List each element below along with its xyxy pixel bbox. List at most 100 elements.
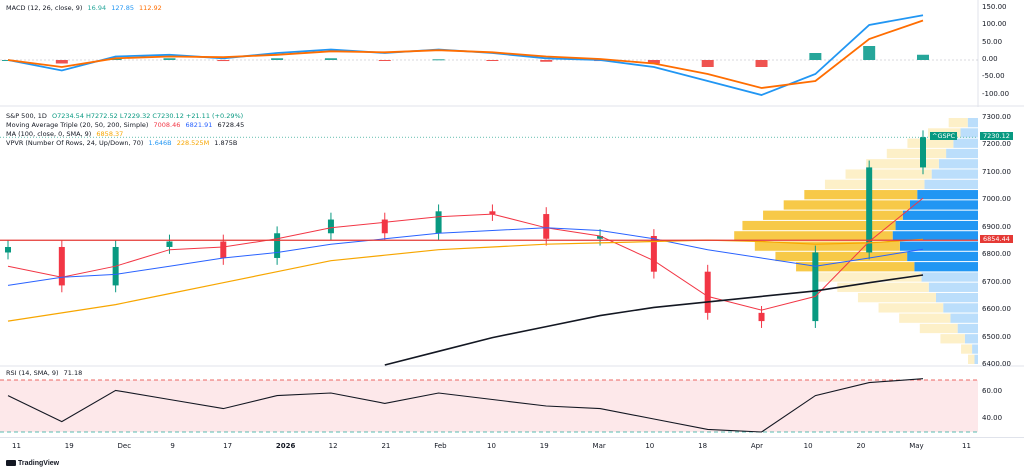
ma-100-line: [7, 238, 924, 322]
candle-body: [543, 214, 550, 239]
vpvr-down-bar: [763, 210, 903, 220]
macd-hist-bar: [755, 60, 768, 67]
macd-hist-bar: [378, 60, 391, 61]
vpvr-up-bar: [960, 128, 978, 138]
vpvr-up-bar: [892, 231, 978, 241]
vpvr-up-bar: [895, 220, 978, 231]
vpvr-down-bar: [866, 159, 939, 169]
vpvr-down-bar: [940, 334, 965, 344]
rsi-tick: 60.00: [982, 387, 1003, 395]
vpvr-down-bar: [775, 251, 908, 262]
vpvr-down-bar: [837, 282, 929, 292]
mat-value-200: 6728.45: [217, 121, 245, 129]
price-tick: 6400.00: [982, 360, 1011, 368]
tradingview-logo-icon: [6, 460, 16, 467]
price-tick: 6700.00: [982, 277, 1011, 286]
vpvr-label: VPVR (Number Of Rows, 24, Up/Down, 70): [6, 139, 144, 147]
branding-text: TradingView: [18, 460, 60, 467]
ma-label: MA (100, close, 0, SMA, 9): [6, 130, 92, 138]
time-tick: 11: [962, 442, 971, 450]
macd-line-value: 127.85: [111, 4, 134, 12]
vpvr-up-bar: [931, 169, 978, 179]
vpvr-down-bar: [961, 344, 973, 354]
price-tick: 7300.00: [982, 113, 1011, 121]
macd-svg: [0, 0, 1024, 107]
rsi-line: [7, 378, 924, 433]
symbol-tag-text: ^GSPC: [932, 132, 956, 141]
vpvr-down-bar: [816, 272, 922, 282]
time-tick: Mar: [592, 442, 606, 450]
time-tick: 18: [698, 442, 708, 450]
vpvr-down-bar: [968, 354, 975, 364]
macd-hist-bar: [647, 60, 660, 64]
vpvr-up: 1.646B: [148, 139, 172, 147]
vpvr-down-bar: [796, 262, 915, 272]
time-tick: 21: [381, 442, 391, 450]
macd-hist-bar: [324, 58, 337, 60]
price-tick: 6500.00: [982, 332, 1011, 341]
macd-pane[interactable]: MACD (12, 26, close, 9) 16.94 127.85 112…: [0, 0, 1024, 107]
last-price-text: 7230.12: [983, 132, 1010, 141]
vpvr-up-bar: [921, 272, 978, 282]
macd-label: MACD (12, 26, close, 9): [6, 4, 83, 12]
time-tick: 11: [12, 442, 21, 450]
macd-hist-bar: [809, 53, 822, 60]
time-tick: 10: [803, 442, 813, 450]
vpvr-down-bar: [804, 190, 918, 200]
vpvr-up-bar: [953, 138, 978, 148]
tradingview-logo: TradingView: [6, 460, 59, 467]
candle-body: [704, 271, 711, 313]
vpvr-up-bar: [902, 210, 978, 220]
vpvr-up-bar: [946, 148, 978, 159]
candle-body: [489, 211, 496, 215]
volume-profile: [734, 118, 978, 364]
rsi-value: 71.18: [63, 369, 83, 377]
vpvr-up-bar: [967, 118, 978, 128]
vpvr-down-bar: [742, 220, 896, 231]
vpvr-up-bar: [974, 354, 978, 364]
vpvr-up-bar: [907, 251, 978, 262]
price-pane[interactable]: S&P 500, 1D O7234.54 H7272.52 L7229.32 C…: [0, 107, 1024, 368]
macd-hist-bar: [863, 46, 876, 60]
vpvr-up-bar: [914, 262, 978, 272]
price-legend: S&P 500, 1D O7234.54 H7272.52 L7229.32 C…: [6, 112, 247, 148]
macd-signal-line: [7, 19, 924, 89]
time-axis[interactable]: 11 19 Dec 9 17 2026 12 21 Feb 10 19 Mar 10 18 Apr 10 20 M…: [0, 437, 1024, 458]
price-tick: 6800.00: [982, 250, 1011, 259]
candles: [5, 130, 926, 328]
vpvr-down-bar: [783, 200, 910, 210]
symbol-tag: ^GSPC: [930, 132, 958, 141]
time-tick: 9: [170, 442, 175, 450]
vpvr-up-bar: [935, 292, 978, 303]
candle-body: [650, 236, 657, 272]
vpvr-up-bar: [938, 159, 978, 169]
ma-50-line: [7, 227, 924, 286]
vpvr-up-bar: [917, 190, 978, 200]
candle-body: [327, 219, 334, 234]
candle-body: [274, 233, 281, 258]
macd-tick: -100.00: [982, 90, 1010, 98]
price-svg: [0, 118, 1024, 367]
candle-body: [166, 241, 173, 247]
rsi-label: RSI (14, SMA, 9): [6, 369, 59, 377]
rsi-pane[interactable]: RSI (14, SMA, 9) 71.18 60.00 40.00: [0, 367, 1024, 437]
price-tick: 6600.00: [982, 305, 1011, 314]
vpvr-down-bar: [754, 241, 900, 251]
time-tick: 17: [223, 442, 233, 450]
macd-hist-value: 16.94: [87, 4, 107, 12]
time-tick: Apr: [750, 442, 763, 450]
vpvr-down-bar: [824, 179, 925, 190]
time-tick: 2026: [275, 442, 296, 450]
time-tick: May: [909, 442, 924, 450]
vpvr-up-bar: [972, 344, 978, 354]
vpvr-up-bar: [909, 200, 978, 210]
mat-label: Moving Average Triple (20, 50, 200, Simp…: [6, 121, 149, 129]
vpvr-up-bar: [943, 303, 978, 313]
candle-body: [758, 312, 765, 322]
vpvr-up-bar: [928, 282, 978, 292]
mat-value-20: 7008.46: [153, 121, 181, 129]
price-tick: 7200.00: [982, 140, 1011, 149]
macd-hist-bar: [540, 60, 553, 62]
hline-price-tag: 6854.44: [980, 235, 1013, 244]
macd-hist-bar: [271, 58, 284, 60]
